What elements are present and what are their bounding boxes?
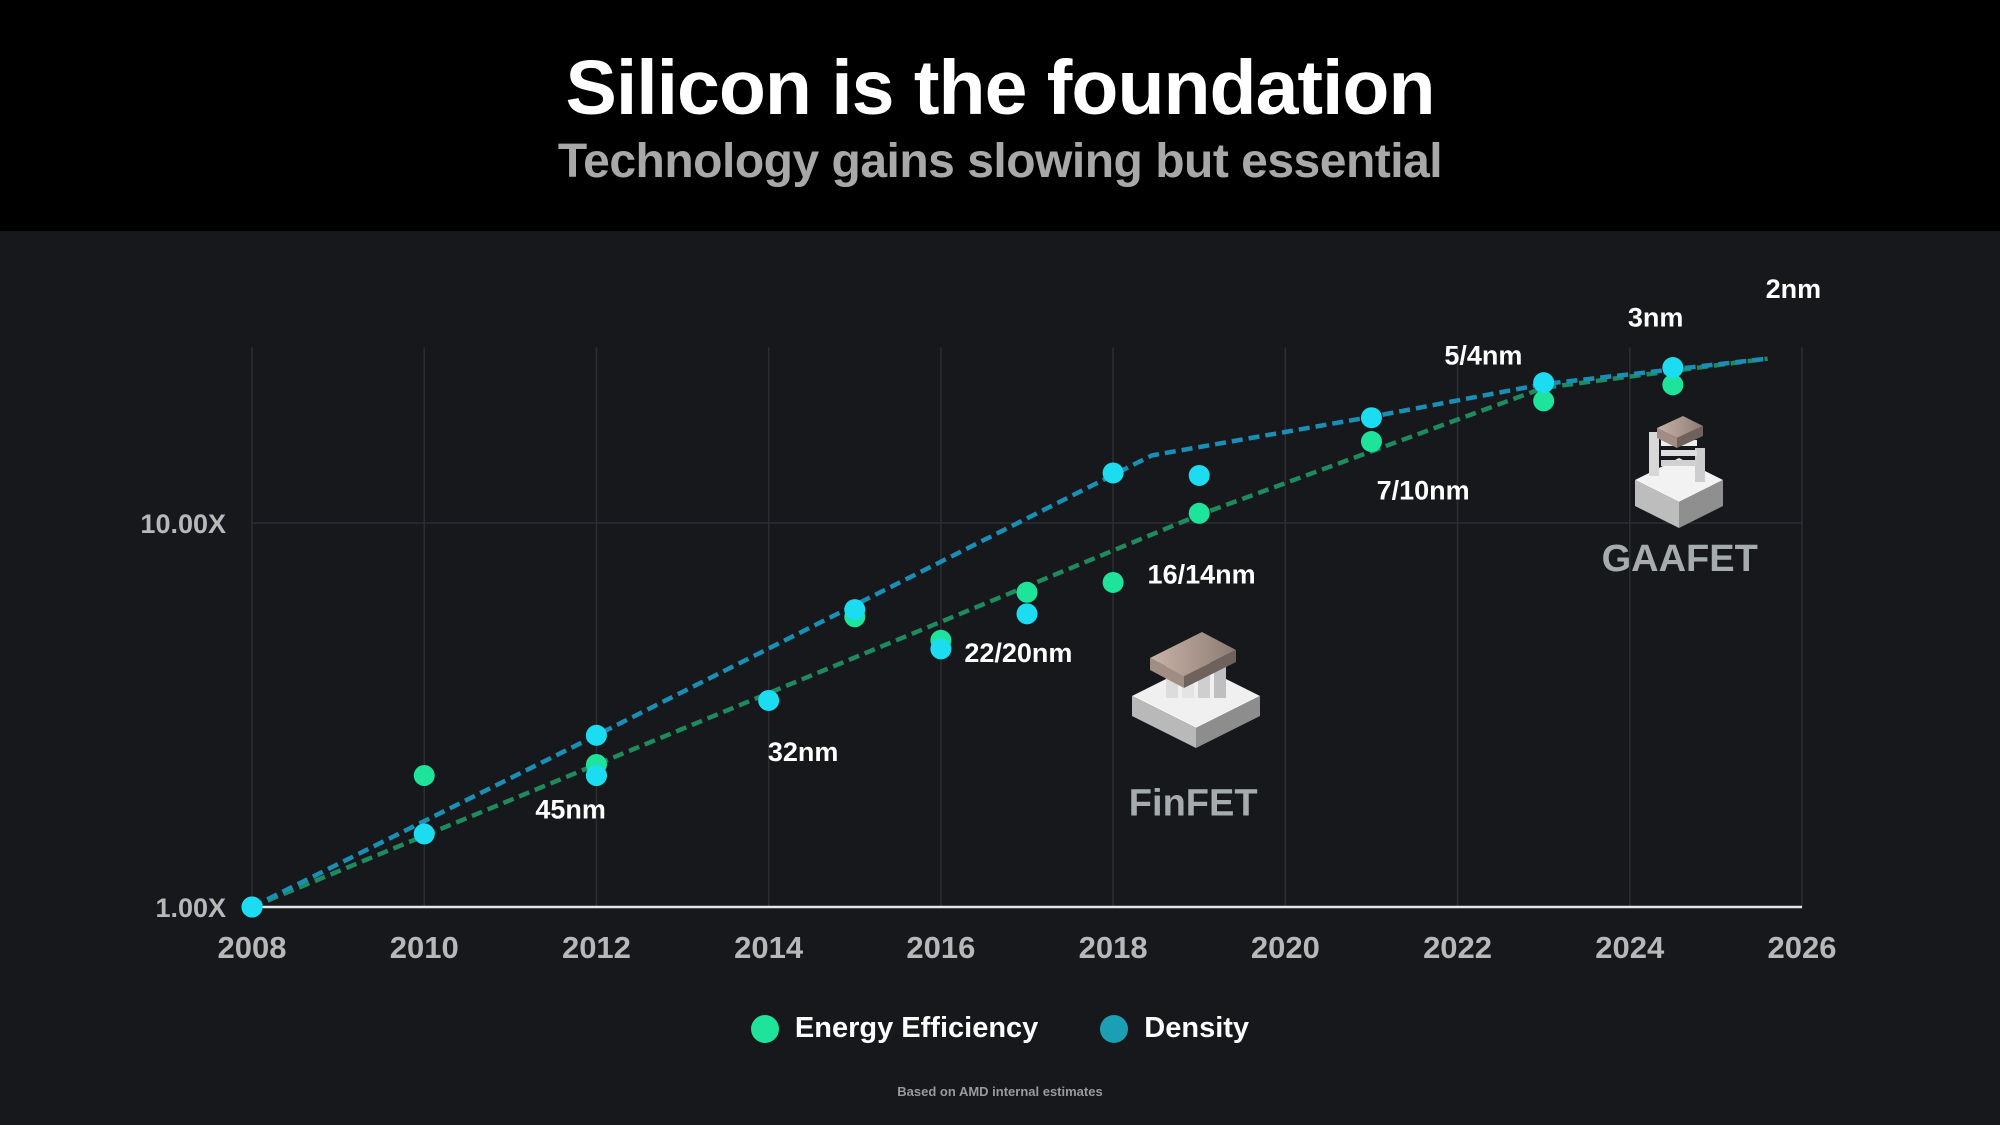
x-tick-label-2022: 2022: [1423, 930, 1492, 965]
x-tick-label-2018: 2018: [1079, 930, 1148, 965]
point-density-12: [1662, 357, 1684, 379]
x-tick-label-2008: 2008: [218, 930, 287, 965]
point-density-1: [413, 823, 435, 845]
data-points: [241, 357, 1684, 918]
point-density-9: [1188, 464, 1210, 486]
header-banner: Silicon is the foundation Technology gai…: [0, 0, 2000, 231]
node-label-gaafet: GAAFET: [1602, 538, 1758, 580]
legend-item-energy-efficiency: Energy Efficiency: [750, 1012, 1039, 1045]
point-density-11: [1533, 372, 1555, 394]
point-energy-efficiency-10: [1533, 390, 1555, 412]
finfet-chip-icon: [1132, 632, 1260, 748]
node-label-3nm: 3nm: [1628, 302, 1684, 332]
point-density-2: [585, 765, 607, 787]
node-label-5-4nm: 5/4nm: [1444, 340, 1522, 370]
node-label-32nm: 32nm: [768, 737, 839, 767]
x-tick-label-2020: 2020: [1251, 930, 1320, 965]
point-density-10: [1360, 407, 1382, 429]
point-energy-efficiency-7: [1102, 571, 1124, 593]
y-tick-label-10.00X: 10.00X: [140, 509, 226, 539]
gaafet-chip-icon: [1635, 416, 1723, 528]
legend-label-density: Density: [1144, 1012, 1250, 1044]
trend-lines: [250, 356, 1768, 910]
point-energy-efficiency-1: [413, 765, 435, 787]
node-label-2nm: 2nm: [1766, 274, 1822, 304]
point-density-7: [1016, 603, 1038, 625]
point-density-3: [585, 724, 607, 746]
axes: 2008 2010 2012 2014 2016 2018 2020 2022 2024 2026…: [140, 509, 1836, 965]
point-density-0: [241, 896, 263, 918]
page-title: Silicon is the foundation: [565, 45, 1435, 131]
legend-item-density: Density: [1100, 1012, 1249, 1045]
point-energy-efficiency-9: [1360, 431, 1382, 453]
node-label-22-20nm: 22/20nm: [964, 638, 1072, 668]
x-tick-label-2010: 2010: [390, 930, 459, 965]
point-energy-efficiency-11: [1662, 374, 1684, 396]
point-energy-efficiency-6: [1016, 581, 1038, 603]
legend-swatch-density: [1100, 1014, 1129, 1043]
x-tick-label-2026: 2026: [1768, 930, 1837, 965]
x-tick-label-2024: 2024: [1595, 930, 1665, 965]
point-energy-efficiency-8: [1188, 502, 1210, 524]
node-labels: 45nm 32nm 22/20nm 16/14nm 7/10nm 5/4nm 3nm 2nm F…: [535, 274, 1821, 824]
page-subtitle: Technology gains slowing but essential: [557, 135, 1443, 188]
footnote: Based on AMD internal estimates: [897, 1084, 1103, 1099]
x-tick-label-2016: 2016: [906, 930, 975, 965]
trend-line-energy-efficiency: [251, 356, 1768, 910]
node-label-7-10nm: 7/10nm: [1377, 476, 1470, 506]
transistor-icons: [1132, 416, 1723, 748]
node-label-45nm: 45nm: [535, 795, 606, 825]
chart-legend: Energy Efficiency Density: [0, 1012, 2000, 1045]
grid: [251, 347, 1803, 907]
legend-label-energy-efficiency: Energy Efficiency: [794, 1012, 1039, 1044]
legend-swatch-energy-efficiency: [750, 1014, 779, 1043]
point-density-4: [758, 689, 780, 711]
x-tick-label-2012: 2012: [562, 930, 631, 965]
node-label-16-14nm: 16/14nm: [1148, 560, 1256, 590]
y-tick-label-1.00X: 1.00X: [155, 893, 226, 923]
point-density-5: [844, 599, 866, 621]
point-density-6: [930, 638, 952, 660]
x-tick-label-2014: 2014: [734, 930, 804, 965]
point-density-8: [1102, 462, 1124, 484]
node-label-finfet: FinFET: [1129, 783, 1258, 825]
trend-line-density: [250, 356, 1768, 910]
